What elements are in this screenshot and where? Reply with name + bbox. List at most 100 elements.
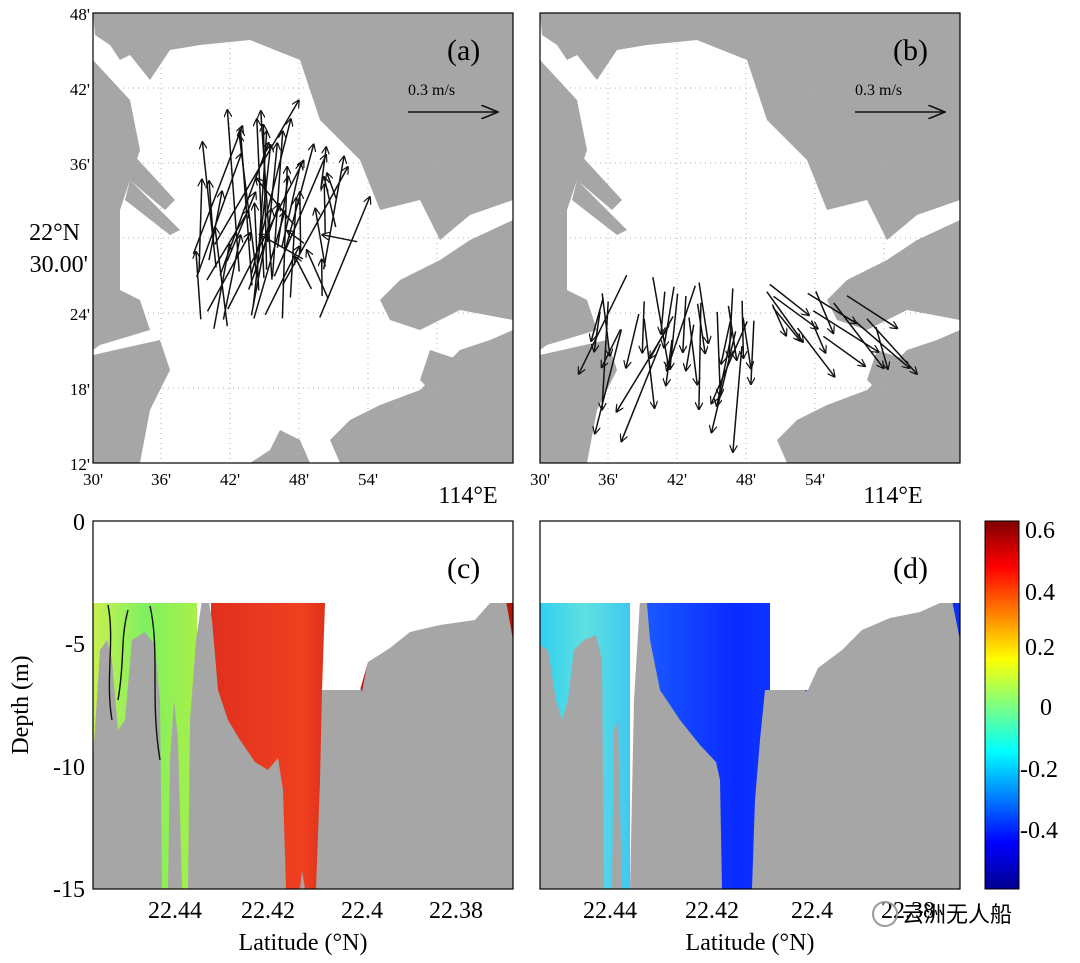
colorbar-tick: -0.2	[1020, 757, 1058, 783]
panel-a-lat-label: 30.00'	[30, 252, 88, 278]
panel-c-ytick: -10	[53, 755, 85, 781]
current-vector	[282, 167, 348, 286]
colorbar: 0.6 0.4 0.2 0 -0.2 -0.4	[984, 518, 1058, 890]
panel-d-xtick: 22.44	[583, 898, 637, 924]
current-vector	[227, 110, 240, 272]
current-vector	[226, 192, 255, 262]
panel-a-ytick: 24'	[70, 305, 90, 324]
current-vector	[815, 291, 834, 333]
panel-b-scale-label: 0.3 m/s	[855, 82, 902, 99]
current-vector	[664, 286, 675, 348]
panel-a-land	[93, 13, 513, 463]
current-vector	[769, 283, 809, 315]
colorbar-tick: 0.4	[1025, 580, 1055, 606]
current-vector	[751, 320, 754, 384]
current-vector	[300, 192, 301, 253]
panel-c-contours	[107, 604, 161, 761]
current-vector	[256, 178, 295, 225]
panel-c-nodata-right	[322, 603, 490, 690]
current-vector	[727, 305, 736, 360]
current-vector	[591, 297, 604, 341]
panel-b-xtick: 48'	[736, 470, 756, 489]
current-vector	[260, 235, 304, 260]
colorbar-tick: 0	[1040, 695, 1052, 721]
current-vector	[289, 198, 296, 298]
current-vector	[667, 285, 697, 371]
panel-c-ytick: -15	[53, 877, 85, 903]
current-vector	[295, 257, 313, 290]
current-vector	[712, 331, 737, 432]
current-vector	[771, 304, 786, 336]
panel-a-lat-label: 22°N	[29, 220, 80, 246]
watermark: 云洲无人船	[872, 901, 1012, 927]
current-vector	[219, 143, 269, 276]
current-vector	[206, 233, 251, 312]
panel-a-label: (a)	[447, 34, 480, 67]
current-vector	[661, 291, 666, 334]
current-vector	[772, 306, 801, 341]
panel-a-xtick: 42'	[220, 470, 240, 489]
panel-a-ytick: 12'	[70, 455, 90, 474]
panel-b-current-vectors	[579, 274, 917, 452]
panel-a-xtick: 48'	[289, 470, 309, 489]
current-vector	[733, 346, 743, 452]
current-vector	[239, 135, 258, 278]
panel-b-xtick: 42'	[667, 470, 687, 489]
panel-d-frame	[539, 520, 961, 890]
panel-b-land	[540, 13, 960, 463]
current-vector	[315, 209, 326, 265]
current-vector	[846, 295, 897, 328]
current-vector	[652, 276, 669, 368]
panel-a-frame	[92, 12, 514, 464]
panel-a-lon-label: 114°E	[438, 483, 497, 509]
current-vector	[287, 231, 305, 244]
current-vector	[721, 320, 732, 364]
current-vector	[222, 235, 240, 320]
current-vector	[196, 252, 202, 320]
panel-a-ytick: 18'	[70, 380, 90, 399]
current-vector	[594, 311, 601, 352]
current-vector	[810, 320, 826, 353]
current-vector	[307, 250, 329, 300]
panel-a-ytick: 48'	[70, 5, 90, 24]
panel-b-xtick: 30'	[530, 470, 550, 489]
current-vector	[192, 126, 242, 255]
panel-b-lon-label: 114°E	[863, 483, 922, 509]
panel-b-frame	[539, 12, 961, 464]
current-vector	[683, 295, 686, 352]
panel-c: (c) 0 -5 -10 -15 22.44 22.42 22.4 22.38 …	[8, 510, 514, 956]
current-vector	[258, 131, 267, 245]
panel-c-frame	[92, 520, 514, 890]
current-vector	[742, 300, 743, 358]
panel-a-xtick: 36'	[151, 470, 171, 489]
panel-a-xtick: 30'	[83, 470, 103, 489]
current-vector	[327, 173, 337, 199]
current-vector	[807, 292, 857, 323]
panel-d-xtick: 22.4	[791, 898, 833, 924]
colorbar-tick: 0.2	[1025, 635, 1055, 661]
panel-c-xlabel: Latitude (°N)	[239, 930, 368, 956]
panel-b: 0.3 m/s (b) 30' 36' 42' 48' 54' 114°E	[530, 12, 961, 509]
panel-c-ylabel: Depth (m)	[8, 655, 34, 754]
panel-d-surface-gap	[540, 521, 960, 603]
current-vector	[202, 142, 217, 268]
current-vector	[699, 302, 701, 409]
current-vector	[257, 119, 265, 278]
panel-d-bathymetry	[540, 580, 960, 889]
current-vector	[711, 321, 748, 403]
watermark-text: 云洲无人船	[902, 902, 1012, 927]
current-vector	[214, 101, 299, 245]
current-vector	[626, 313, 640, 368]
current-vector	[717, 330, 733, 406]
current-vector	[215, 227, 229, 327]
watermark-logo-icon	[872, 901, 898, 927]
current-vector	[621, 343, 662, 441]
current-vector	[688, 317, 697, 385]
panel-a-ytick: 42'	[70, 80, 90, 99]
current-vector	[875, 326, 888, 369]
panel-c-xtick: 22.44	[148, 898, 202, 924]
current-vector	[698, 282, 708, 344]
current-vector	[643, 318, 654, 408]
panel-c-ytick: 0	[73, 510, 85, 536]
